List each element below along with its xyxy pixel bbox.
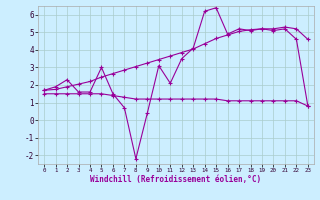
X-axis label: Windchill (Refroidissement éolien,°C): Windchill (Refroidissement éolien,°C) bbox=[91, 175, 261, 184]
